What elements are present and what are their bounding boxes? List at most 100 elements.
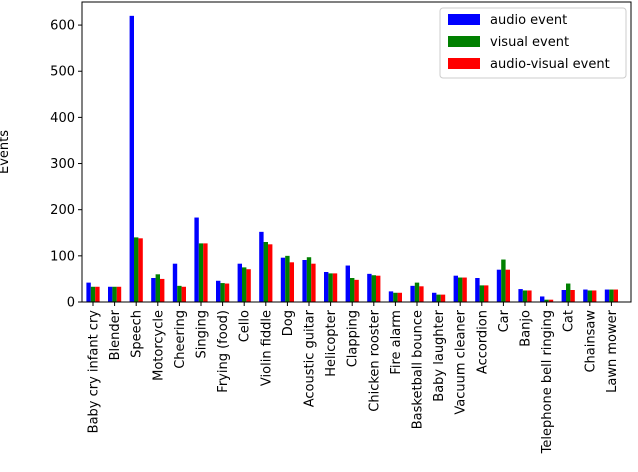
bar-3-3 xyxy=(138,238,143,302)
bar-1-2 xyxy=(108,286,113,302)
x-tick-label: Acoustic guitar xyxy=(303,309,318,407)
bar-2-16 xyxy=(414,282,420,302)
bar-2-19 xyxy=(479,285,484,302)
bar-2-22 xyxy=(544,299,549,302)
y-tick-label: 100 xyxy=(50,249,75,264)
x-tick-label: Baby laughter xyxy=(432,309,447,401)
bar-3-18 xyxy=(462,277,467,302)
bar-3-14 xyxy=(376,275,381,302)
bar-3-20 xyxy=(505,269,510,302)
legend-swatch xyxy=(448,36,480,47)
bar-2-11 xyxy=(306,257,312,302)
bar-3-10 xyxy=(289,262,294,302)
y-tick-label: 200 xyxy=(50,203,75,218)
legend-label: audio-visual event xyxy=(490,57,610,72)
y-tick-label: 500 xyxy=(50,65,75,80)
bar-1-24 xyxy=(583,289,588,302)
bar-2-10 xyxy=(285,255,290,302)
x-tick-label: Violin fiddle xyxy=(259,310,274,386)
bar-1-10 xyxy=(280,257,286,302)
bar-2-23 xyxy=(566,283,571,302)
x-tick-label: Frying (food) xyxy=(216,310,231,393)
bar-2-24 xyxy=(587,290,592,302)
x-tick-label: Motorcycle xyxy=(151,310,166,381)
x-tick-label: Clapping xyxy=(346,310,361,367)
x-tick-label: Baby cry infant cry xyxy=(87,310,102,434)
bar-1-6 xyxy=(194,217,199,302)
bar-1-5 xyxy=(172,263,178,302)
bar-2-13 xyxy=(350,278,355,302)
bar-3-1 xyxy=(95,286,100,302)
bar-2-1 xyxy=(90,286,96,302)
bar-1-14 xyxy=(367,273,372,302)
bar-1-9 xyxy=(259,231,264,302)
bar-1-18 xyxy=(453,275,458,302)
x-tick-label: Cat xyxy=(562,310,577,332)
y-axis-title: Events xyxy=(0,130,12,174)
bar-3-24 xyxy=(592,290,597,302)
bar-3-23 xyxy=(570,290,575,302)
x-tick-label: Basketball bounce xyxy=(411,310,426,429)
bar-1-4 xyxy=(151,278,156,302)
bar-1-8 xyxy=(237,263,242,302)
bar-1-3 xyxy=(129,15,134,302)
bars-layer xyxy=(86,15,618,302)
bar-1-11 xyxy=(302,260,307,302)
y-tick-label: 400 xyxy=(50,111,75,126)
bar-2-8 xyxy=(242,267,247,302)
bar-1-7 xyxy=(216,280,221,302)
x-tick-label: Fire alarm xyxy=(389,310,404,375)
bar-2-14 xyxy=(371,275,376,302)
legend-label: audio event xyxy=(490,13,567,28)
bar-3-22 xyxy=(548,299,554,302)
y-tick-label: 300 xyxy=(50,157,75,172)
bar-3-19 xyxy=(484,285,489,302)
bar-1-23 xyxy=(561,290,566,302)
bar-1-12 xyxy=(324,272,329,302)
x-tick-label: Chainsaw xyxy=(583,310,598,373)
bar-1-15 xyxy=(388,291,394,302)
x-tick-label: Cheering xyxy=(173,310,188,369)
bar-2-12 xyxy=(328,273,333,302)
legend: audio event visual event audio-visual even… xyxy=(439,7,627,79)
bar-2-21 xyxy=(522,290,528,302)
bar-2-20 xyxy=(501,259,506,302)
bar-2-25 xyxy=(609,289,614,302)
x-tick-label: Accordion xyxy=(475,310,490,374)
bar-1-25 xyxy=(604,289,610,302)
plot-frame xyxy=(81,1,632,303)
bar-3-7 xyxy=(224,283,230,302)
x-tick-label: Dog xyxy=(281,310,296,336)
bar-2-17 xyxy=(436,294,441,302)
bar-3-13 xyxy=(354,279,359,302)
bar-3-15 xyxy=(397,292,402,302)
x-tick-label: Singing xyxy=(195,310,210,358)
bar-3-5 xyxy=(181,286,186,302)
x-tick-label: Helicopter xyxy=(324,309,339,376)
bar-3-16 xyxy=(419,286,424,302)
bar-3-2 xyxy=(116,286,122,302)
x-tick-label: Blender xyxy=(108,309,123,360)
bar-1-19 xyxy=(475,278,480,302)
bar-1-16 xyxy=(410,285,415,302)
x-tick-label: Banjo xyxy=(519,310,534,347)
bar-2-5 xyxy=(177,285,182,302)
bar-3-11 xyxy=(311,263,316,302)
bar-3-6 xyxy=(203,243,208,302)
x-tick-label: Chicken rooster xyxy=(367,309,382,411)
bar-2-18 xyxy=(458,277,463,302)
legend-swatch xyxy=(448,14,480,25)
bar-2-3 xyxy=(134,237,139,302)
bar-2-15 xyxy=(393,292,398,302)
bar-1-13 xyxy=(345,265,350,302)
bar-3-25 xyxy=(613,289,618,302)
bar-3-21 xyxy=(527,290,532,302)
legend-swatch xyxy=(448,58,480,69)
bar-3-9 xyxy=(268,244,273,302)
bar-1-22 xyxy=(540,296,545,302)
bar-3-4 xyxy=(160,278,165,302)
bar-3-12 xyxy=(332,273,338,302)
x-tick-label: Lawn mower xyxy=(605,309,620,392)
bar-2-6 xyxy=(198,243,204,302)
y-axis: 0 100 200 300 400 500 600 xyxy=(50,19,82,311)
